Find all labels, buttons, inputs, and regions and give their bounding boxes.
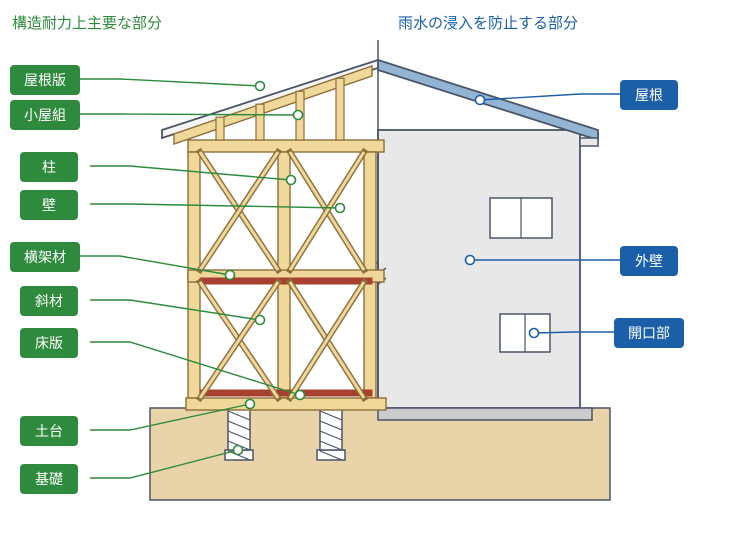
label-koyagumi: 小屋組 — [10, 100, 80, 130]
label-dodai: 土台 — [20, 416, 78, 446]
label-oukazai: 横架材 — [10, 242, 80, 272]
right-title: 雨水の浸入を防止する部分 — [398, 12, 578, 33]
label-hashira: 柱 — [20, 152, 78, 182]
label-yaneban: 屋根版 — [10, 65, 80, 95]
label-kabe: 壁 — [20, 190, 78, 220]
label-kiso: 基礎 — [20, 464, 78, 494]
left-title: 構造耐力上主要な部分 — [12, 12, 162, 33]
label-gaiheki: 外壁 — [620, 246, 678, 276]
label-yukaban: 床版 — [20, 328, 78, 358]
label-kaikoubu: 開口部 — [614, 318, 684, 348]
label-yane: 屋根 — [620, 80, 678, 110]
label-shazai: 斜材 — [20, 286, 78, 316]
